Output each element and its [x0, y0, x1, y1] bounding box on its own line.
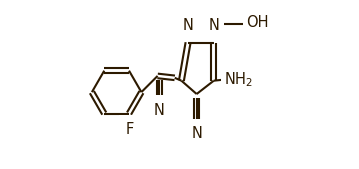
Text: F: F [126, 122, 134, 137]
Text: N: N [208, 18, 219, 33]
Text: NH$_2$: NH$_2$ [224, 70, 253, 89]
Text: OH: OH [246, 15, 269, 30]
Text: N: N [191, 126, 202, 141]
Text: N: N [183, 18, 194, 33]
Text: N: N [154, 103, 164, 118]
